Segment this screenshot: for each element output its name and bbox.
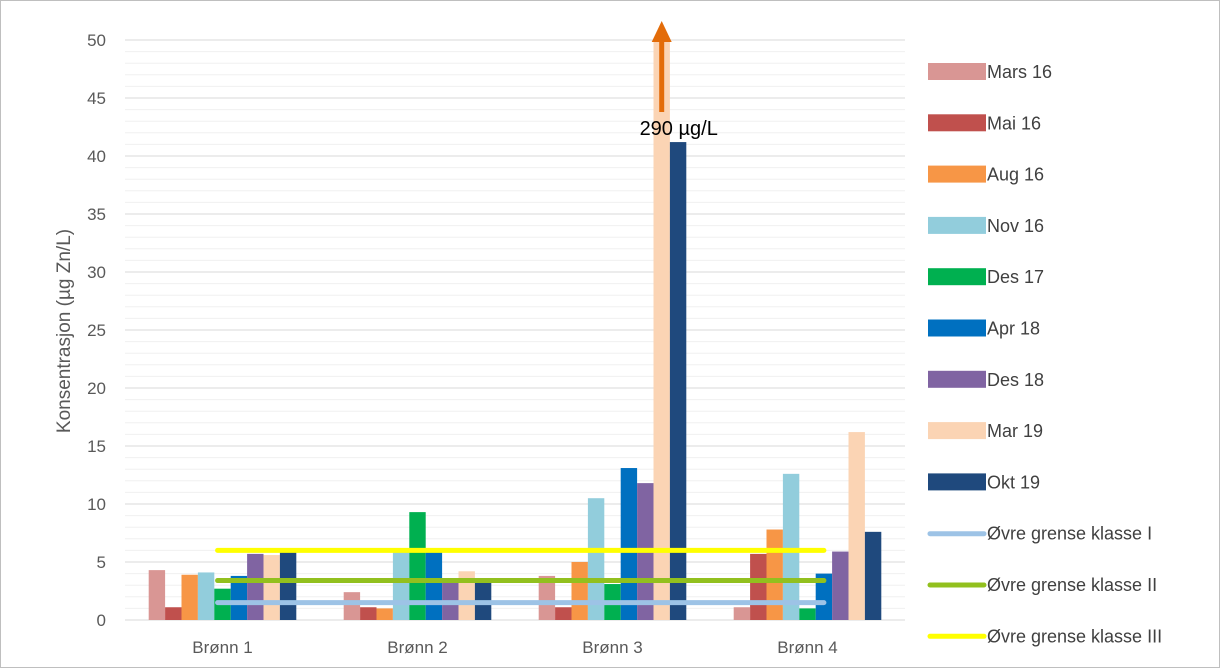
legend-swatch <box>928 63 986 80</box>
legend: Mars 16 Mai 16 Aug 16 Nov 16 Des 17 Apr 18 Des… <box>927 62 1162 646</box>
bar <box>343 592 361 620</box>
legend-label: Øvre grense klasse III <box>987 626 1162 646</box>
legend-swatch <box>928 370 986 388</box>
bar <box>782 473 800 620</box>
bar <box>733 607 751 620</box>
bar <box>538 575 556 620</box>
bar <box>848 432 865 620</box>
legend-label: Aug 16 <box>987 165 1044 185</box>
y-tick-label: 35 <box>87 205 106 224</box>
y-tick-label: 0 <box>97 611 106 630</box>
y-tick-label: 20 <box>87 379 106 398</box>
bar <box>230 575 248 620</box>
bar <box>799 608 816 620</box>
off-scale-arrow-head <box>651 21 672 42</box>
bar <box>832 551 849 620</box>
off-scale-annotation: 290 µg/L <box>640 118 718 140</box>
bar <box>571 562 588 620</box>
legend-swatch <box>928 165 986 183</box>
legend-label: Øvre grense klasse I <box>987 524 1152 544</box>
bar <box>409 512 426 620</box>
legend-swatch <box>928 114 986 132</box>
bar <box>815 573 833 620</box>
bar <box>148 570 166 620</box>
bar <box>864 531 882 620</box>
bar <box>247 553 264 620</box>
legend-swatch <box>928 216 986 234</box>
bar <box>766 529 783 620</box>
x-category-label: Brønn 2 <box>387 638 447 657</box>
y-tick-label: 15 <box>87 437 106 456</box>
bar <box>181 574 198 620</box>
legend-label: Okt 19 <box>987 472 1040 492</box>
y-tick-label: 40 <box>87 147 106 166</box>
legend-label: Des 18 <box>987 370 1044 390</box>
bar <box>392 550 410 620</box>
bar <box>555 607 572 620</box>
annotation-group: 290 µg/L <box>640 21 718 140</box>
y-tick-label: 25 <box>87 321 106 340</box>
legend-label: Øvre grense klasse II <box>987 575 1157 595</box>
bar <box>653 40 670 620</box>
x-category-labels: Brønn 1 Brønn 2 Brønn 3 Brønn 4 <box>192 638 837 657</box>
reference-lines <box>215 547 827 606</box>
bar <box>750 553 767 620</box>
legend-swatch <box>928 473 986 491</box>
legend-label: Nov 16 <box>987 216 1044 236</box>
y-axis-label: Konsentrasjon (µg Zn/L) <box>54 229 75 433</box>
y-tick-label: 45 <box>87 89 106 108</box>
legend-swatch <box>928 268 986 286</box>
bar <box>263 555 280 620</box>
legend-label: Mai 16 <box>987 113 1041 133</box>
bar <box>165 607 182 620</box>
y-tick-label: 10 <box>87 495 106 514</box>
bar <box>360 607 377 620</box>
bar <box>279 549 297 620</box>
legend-label: Apr 18 <box>987 319 1040 339</box>
y-tick-label: 50 <box>87 31 106 50</box>
x-category-label: Brønn 3 <box>582 638 642 657</box>
legend-label: Mar 19 <box>987 421 1043 441</box>
y-tick-labels: 0 5 10 15 20 25 30 35 40 45 50 <box>87 31 106 630</box>
legend-label: Des 17 <box>987 267 1044 287</box>
legend-label: Mars 16 <box>987 62 1052 82</box>
x-category-label: Brønn 1 <box>192 638 252 657</box>
bar <box>376 608 393 620</box>
bar <box>425 551 443 620</box>
bar <box>458 571 475 620</box>
bar <box>669 142 687 620</box>
bar <box>620 468 638 620</box>
y-tick-label: 30 <box>87 263 106 282</box>
bar <box>587 498 605 620</box>
bar <box>197 572 215 620</box>
legend-swatch <box>928 422 986 440</box>
legend-swatch <box>928 319 986 337</box>
x-category-label: Brønn 4 <box>777 638 837 657</box>
y-tick-label: 5 <box>97 553 106 572</box>
